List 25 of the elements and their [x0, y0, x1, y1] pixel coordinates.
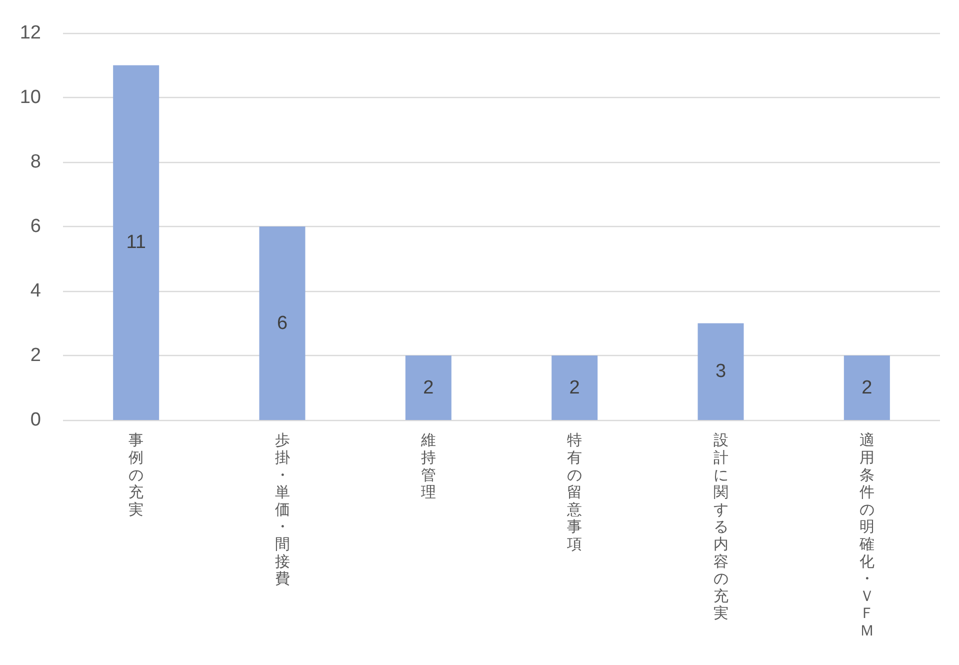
y-tick-label: 4 — [30, 280, 42, 302]
y-tick-label: 0 — [30, 410, 41, 430]
data-label: 2 — [569, 377, 580, 398]
data-label: 11 — [126, 232, 146, 254]
x-tick-label: 特有の留意事項 — [566, 432, 582, 553]
bar — [698, 323, 744, 420]
category-label: 適用条件の明確化・ＶＦＭ — [859, 432, 874, 640]
category-label: 設計に関する内容の充実 — [713, 432, 728, 622]
data-label: 2 — [423, 377, 434, 398]
x-tick-label: 維持管理 — [420, 432, 436, 502]
y-tick-label: 10 — [20, 87, 41, 108]
bar — [844, 356, 890, 420]
x-tick-label: 事例の充実 — [128, 432, 144, 518]
data-label: 6 — [276, 312, 288, 334]
data-label: 2 — [862, 377, 872, 398]
y-tick-label: 8 — [30, 152, 41, 172]
bar — [259, 226, 306, 420]
y-tick-label: 6 — [30, 216, 41, 237]
bar — [405, 356, 452, 420]
y-tick-label: 12 — [20, 22, 41, 44]
bar — [552, 356, 598, 420]
bar — [113, 65, 160, 420]
data-label: 3 — [715, 361, 726, 382]
y-tick-label: 2 — [30, 345, 41, 366]
category-label: 歩掛・単価・間接費 — [274, 432, 290, 588]
